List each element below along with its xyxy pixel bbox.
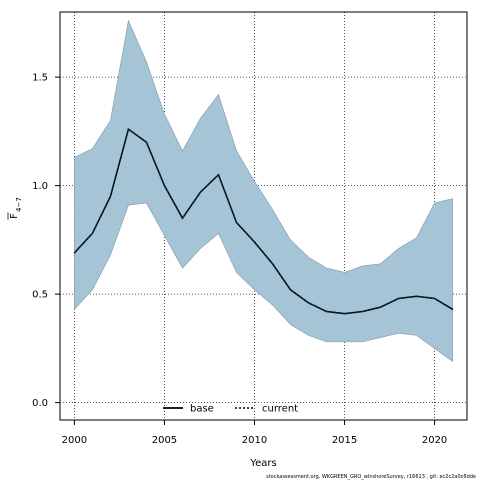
point-current-2017 [379,306,382,308]
plot-frame [59,11,468,421]
point-current-2004 [145,141,148,143]
point-current-2018 [397,297,400,300]
point-current-2008 [217,174,220,176]
point-current-2019 [415,295,418,297]
point-current-2011 [271,263,274,265]
x-tick-label-2000: 2000 [62,435,87,446]
x-tick-label-2015: 2015 [332,435,357,446]
y-tick-label-2: 1.0 [32,181,48,192]
point-current-2012 [289,289,292,291]
point-current-2002 [109,195,112,198]
legend-label-current: current [262,404,298,415]
x-tick-label-2010: 2010 [242,435,267,446]
x-axis-title: Years [249,458,276,469]
confidence-band [74,19,453,362]
point-current-2007 [199,191,202,193]
x-tick-label-2005: 2005 [152,435,177,446]
y-ticks: 0.0 0.5 1.0 1.5 [32,73,60,409]
y-axis-title-subscript: 4−7 [15,197,23,212]
y-tick-label-1: 0.5 [32,290,48,301]
point-current-2009 [235,221,238,224]
point-current-2020 [433,297,436,300]
point-current-2003 [127,128,130,130]
point-current-2010 [253,241,256,243]
point-current-2006 [181,217,184,219]
point-current-2000 [73,252,76,254]
point-current-2005 [163,185,166,187]
series-layer [73,127,454,315]
point-current-2015 [343,313,346,315]
x-tick-label-2020: 2020 [422,435,447,446]
y-axis-title: F 4−7 [7,197,23,220]
legend-label-base: base [190,404,214,415]
point-current-2001 [91,232,94,234]
y-tick-label-0: 0.0 [32,398,48,409]
point-current-2016 [361,310,364,313]
y-tick-label-3: 1.5 [32,73,48,84]
point-current-2013 [307,302,310,304]
point-current-2014 [325,310,328,313]
point-current-2021 [451,308,454,310]
y-axis-title-main: F [9,213,20,219]
confidence-band-layer [74,19,453,362]
x-ticks: 2000 2005 2010 2015 2020 [62,420,447,446]
legend: base current [163,404,298,415]
series-line-current [73,127,454,315]
footer-text: stockassessment.org, WKGREEN_GRO_wInshor… [266,474,476,480]
